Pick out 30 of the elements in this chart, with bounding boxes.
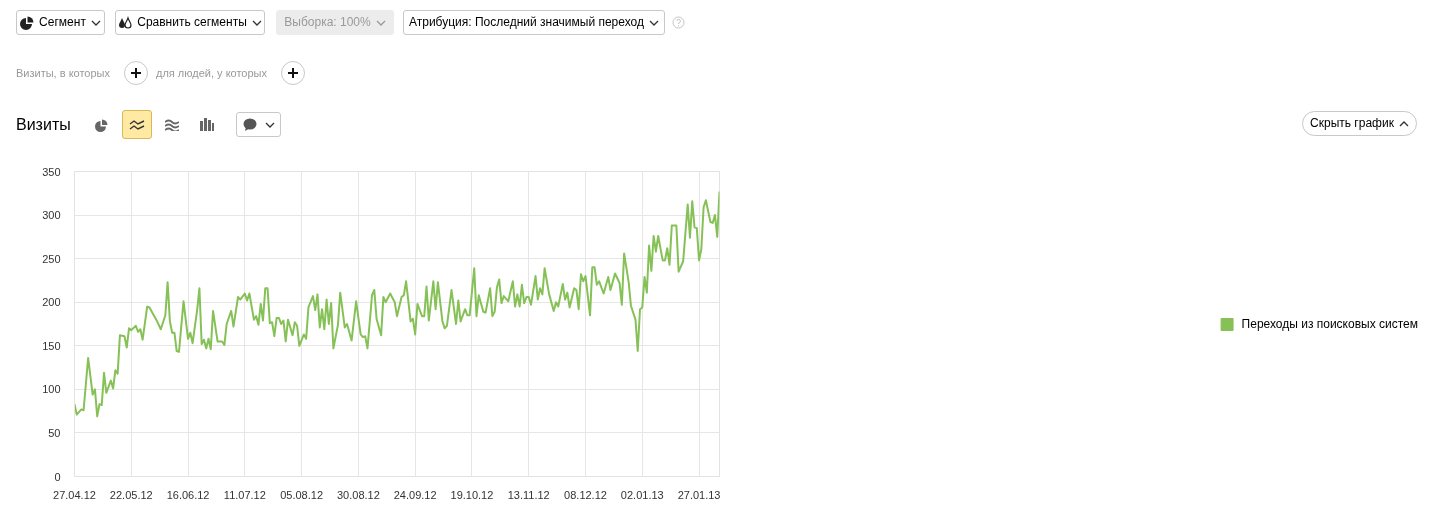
x-tick-label: 27.01.13 — [677, 488, 721, 501]
y-tick-label: 100 — [42, 383, 61, 396]
text: Атрибуция: Последний значимый переход — [409, 13, 644, 31]
text: для людей, у которых — [156, 66, 267, 81]
x-tick-label: 22.05.12 — [109, 488, 153, 501]
text: Сегмент — [39, 13, 86, 31]
y-tick-label: 50 — [48, 426, 61, 439]
x-tick-label: 11.07.12 — [223, 488, 266, 501]
text: Выборка: 100% — [284, 13, 371, 31]
x-tick-label: 02.01.13 — [620, 488, 664, 501]
x-tick-label: 05.08.12 — [280, 488, 324, 501]
y-tick-label: 0 — [54, 470, 61, 483]
y-tick-label: 250 — [42, 252, 61, 265]
chart-title: Визиты — [16, 116, 71, 134]
text: Скрыть график — [1310, 114, 1394, 132]
x-tick-label: 24.09.12 — [393, 488, 437, 501]
x-tick-label: 13.11.12 — [507, 488, 550, 501]
line-series — [74, 190, 720, 418]
x-tick-label: 30.08.12 — [336, 488, 380, 501]
text: Визиты, в которых — [16, 66, 110, 81]
y-tick-label: 300 — [42, 209, 61, 222]
x-tick-label: 27.04.12 — [53, 488, 96, 501]
x-tick-label: 08.12.12 — [564, 488, 607, 501]
y-tick-label: 150 — [42, 339, 61, 352]
legend-label: Переходы из поисковых систем — [1241, 316, 1418, 331]
x-tick-label: 16.06.12 — [166, 488, 210, 501]
y-tick-label: 350 — [42, 165, 61, 178]
y-tick-label: 200 — [42, 296, 61, 309]
text: Сравнить сегменты — [137, 13, 247, 31]
x-tick-label: 19.10.12 — [450, 488, 494, 501]
